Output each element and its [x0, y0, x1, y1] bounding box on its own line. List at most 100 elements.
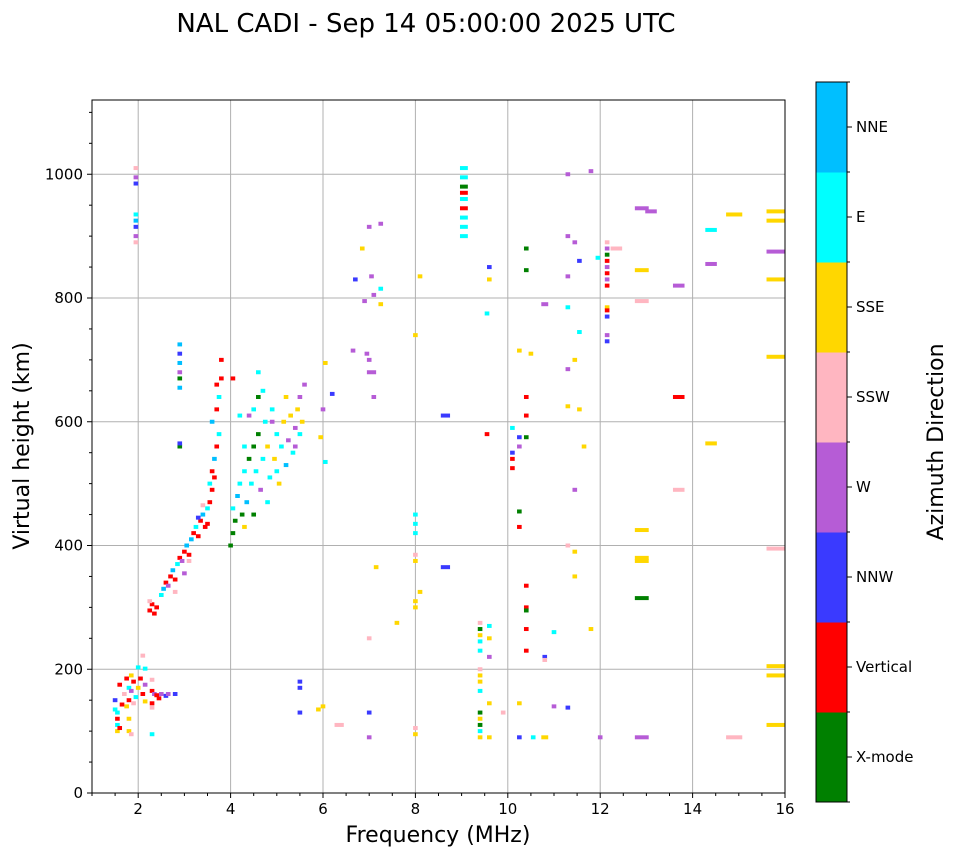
data-point-e	[267, 475, 273, 480]
data-point-vertical	[140, 692, 146, 696]
data-point-sse	[320, 704, 326, 709]
y-tick-label: 1000	[45, 165, 83, 183]
data-point-vertical	[214, 382, 220, 387]
data-point-ssw	[149, 677, 155, 682]
data-point-e	[705, 227, 717, 232]
colorbar-tick-label: E	[856, 208, 865, 226]
data-point-e	[115, 710, 120, 715]
data-point-w	[133, 175, 139, 180]
data-point-e	[205, 506, 210, 511]
data-point-x-mode	[239, 512, 245, 517]
data-point-e	[530, 735, 536, 740]
data-point-e	[459, 166, 468, 171]
data-point-nnw	[133, 181, 139, 186]
data-point-nnw	[366, 710, 372, 715]
data-point-sse	[541, 735, 549, 740]
data-point-sse	[318, 435, 323, 440]
data-point-nnw	[177, 441, 183, 446]
data-point-sse	[487, 636, 492, 641]
data-point-e	[459, 234, 468, 239]
data-point-ssw	[140, 653, 146, 658]
colorbar-label: Azimuth Direction	[924, 343, 949, 540]
data-point-w	[604, 277, 610, 282]
x-tick-label: 4	[226, 800, 236, 818]
data-point-sse	[634, 558, 649, 563]
data-point-ssw	[766, 546, 785, 551]
colorbar-swatch	[816, 82, 847, 173]
data-point-vertical	[523, 605, 529, 610]
data-point-nne	[235, 494, 240, 498]
data-point-sse	[766, 209, 785, 214]
data-point-vertical	[117, 682, 123, 687]
data-point-w	[269, 419, 275, 424]
colorbar-tick-label: NNE	[856, 118, 888, 136]
data-point-w	[597, 735, 603, 740]
data-point-x-mode	[256, 432, 261, 437]
data-point-w	[165, 583, 171, 588]
data-point-sse	[417, 589, 423, 594]
data-point-x-mode	[177, 376, 183, 381]
data-point-ssw	[366, 636, 372, 641]
data-point-w	[572, 487, 578, 492]
data-point-w	[286, 438, 291, 443]
data-point-sse	[726, 212, 743, 217]
data-point-e	[413, 521, 418, 526]
data-point-w	[588, 169, 594, 174]
data-point-sse	[126, 729, 132, 734]
data-point-w	[165, 692, 171, 696]
data-point-sse	[477, 673, 483, 678]
data-point-sse	[572, 574, 578, 579]
data-point-vertical	[219, 376, 224, 381]
data-point-e	[477, 648, 483, 653]
chart-title: NAL CADI - Sep 14 05:00:00 2025 UTC	[176, 9, 675, 39]
data-point-e	[133, 212, 139, 217]
data-point-e	[126, 685, 132, 690]
data-point-sse	[577, 407, 582, 412]
y-tick-label: 800	[54, 289, 83, 307]
data-point-e	[262, 419, 268, 424]
data-point-w	[369, 274, 374, 279]
x-tick-label: 6	[318, 800, 328, 818]
data-point-sse	[517, 348, 522, 353]
data-point-sse	[528, 351, 534, 356]
data-point-vertical	[207, 500, 213, 505]
data-point-sse	[359, 246, 365, 251]
data-point-ssw	[147, 599, 153, 604]
data-point-w	[604, 265, 610, 270]
colorbar-tick-label: NNW	[856, 568, 893, 586]
data-point-vertical	[523, 627, 529, 632]
data-point-e	[565, 305, 571, 310]
data-point-vertical	[195, 534, 201, 539]
data-point-sse	[128, 673, 134, 678]
data-point-nne	[209, 419, 215, 424]
colorbar-swatch	[816, 442, 847, 533]
data-point-nne	[184, 543, 190, 548]
data-point-e	[112, 707, 118, 712]
data-point-vertical	[115, 716, 120, 721]
data-point-e	[135, 665, 141, 670]
data-point-sse	[477, 716, 483, 721]
data-point-w	[565, 234, 571, 239]
data-point-vertical	[186, 552, 192, 557]
data-point-sse	[487, 735, 492, 740]
data-point-w	[179, 558, 185, 563]
data-point-x-mode	[177, 444, 183, 449]
data-point-vertical	[191, 531, 196, 536]
data-point-vertical	[230, 376, 236, 381]
x-tick-label: 12	[591, 800, 610, 818]
data-point-sse	[487, 277, 492, 282]
data-point-w	[572, 240, 578, 245]
data-point-e	[487, 623, 492, 628]
data-point-w	[634, 735, 649, 740]
data-point-sse	[288, 413, 293, 418]
data-point-vertical	[459, 190, 468, 195]
data-point-w	[133, 234, 139, 239]
data-point-nne	[212, 456, 217, 461]
x-tick-label: 14	[683, 800, 702, 818]
data-point-vertical	[484, 432, 490, 437]
data-point-nnw	[604, 339, 610, 344]
data-point-nnw	[297, 685, 303, 690]
data-point-sse	[634, 528, 649, 533]
data-point-nne	[283, 463, 289, 468]
data-point-sse	[135, 685, 141, 690]
